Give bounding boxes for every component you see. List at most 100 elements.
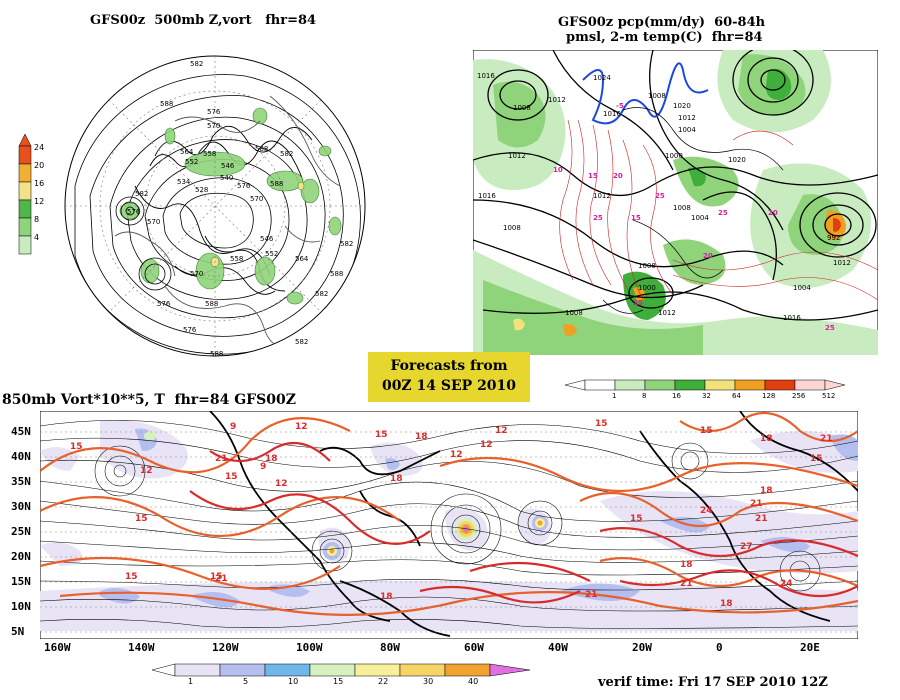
y-tick-label: 5N (11, 625, 25, 638)
temperature-label: 27 (740, 542, 753, 552)
isobar-label: 1008 (648, 92, 666, 100)
colorbar-swatch (18, 145, 32, 165)
temperature-label: 18 (760, 434, 773, 444)
colorbar-label: 15 (333, 677, 343, 686)
bottom-colorbar: 1 5 10 15 22 30 40 (151, 663, 531, 686)
colorbar-label: 4 (34, 233, 39, 242)
colorbar-swatch (644, 379, 676, 391)
contour-label: 588 (160, 100, 173, 108)
y-tick-label: 20N (11, 550, 31, 563)
temperature-label: 25 (593, 214, 603, 222)
temperature-label: 15 (225, 472, 238, 482)
colorbar-label: 128 (762, 392, 775, 400)
colorbar-swatch (614, 379, 646, 391)
contour-label: 528 (195, 186, 208, 194)
temperature-label: 12 (495, 426, 508, 436)
colorbar-arrow-left (151, 663, 176, 677)
colorbar-swatch (734, 379, 766, 391)
colorbar-label: 5 (243, 677, 248, 686)
topright-freezing-line (582, 62, 709, 125)
isobar-label: 1016 (603, 110, 621, 118)
colorbar-label: 1 (188, 677, 193, 686)
colorbar-label: 8 (34, 215, 39, 224)
isobar-label: 1004 (678, 126, 696, 134)
contour-label: 576 (207, 108, 221, 116)
isobar-label: 1020 (728, 156, 746, 164)
topright-colorbar: 1 8 16 32 64 128 256 512 (564, 379, 846, 400)
isobar-label: 1012 (678, 114, 696, 122)
contour-label: 576 (183, 326, 197, 334)
colorbar-swatch (18, 163, 32, 183)
colorbar-swatch (704, 379, 736, 391)
topright-labels: 1016100810121024101610081020101210041000… (477, 72, 851, 332)
contour-label: 558 (230, 255, 243, 263)
isobar-label: 1008 (503, 224, 521, 232)
isobar-label: 1004 (793, 284, 811, 292)
topright-temperature-contours (559, 119, 878, 301)
contour-label: 582 (190, 60, 203, 68)
contour-label: 570 (190, 270, 203, 278)
x-tick-label: 140W (128, 641, 155, 654)
bottom-x-axis: 160W 140W 120W 100W 80W 60W 40W 20W 0 20E (40, 640, 858, 656)
topleft-title: GFS00z 500mb Z,vort fhr=84 (90, 13, 317, 28)
temperature-label: 15 (135, 514, 148, 524)
contour-label: 588 (205, 300, 218, 308)
contour-label: 588 (255, 145, 268, 153)
colorbar-swatch (219, 663, 266, 677)
temperature-label: 15 (588, 172, 598, 180)
temperature-label: 18 (380, 592, 393, 602)
isobar-label: 1000 (638, 284, 656, 292)
contour-label: 570 (207, 122, 220, 130)
temperature-label: 21 (215, 454, 228, 464)
forecast-info-box: Forecasts from 00Z 14 SEP 2010 (368, 352, 530, 402)
y-tick-label: 40N (11, 450, 31, 463)
colorbar-swatch (18, 217, 32, 237)
temperature-label: 15 (700, 426, 713, 436)
temperature-label: 15 (630, 514, 643, 524)
contour-label: 552 (265, 250, 278, 258)
temperature-label: 21 (755, 514, 768, 524)
temperature-label: 10 (553, 166, 563, 174)
colorbar-swatch (18, 235, 32, 255)
colorbar-label: 16 (672, 392, 681, 400)
temperature-label: 12 (480, 440, 493, 450)
temperature-label: 18 (760, 486, 773, 496)
temperature-label: 9 (260, 462, 266, 472)
colorbar-arrow (18, 133, 32, 147)
colorbar-swatch (264, 663, 311, 677)
temperature-label: 15 (375, 430, 388, 440)
temperature-label: 24 (700, 506, 713, 516)
colorbar-label: 256 (792, 392, 806, 400)
y-tick-label: 35N (11, 475, 31, 488)
temperature-label: 12 (295, 422, 308, 432)
temperature-label: 21 (215, 574, 228, 584)
colorbar-swatch (674, 379, 706, 391)
temperature-label: 20 (613, 172, 623, 180)
temperature-label: 18 (680, 560, 693, 570)
y-tick-label: 10N (11, 600, 31, 613)
temperature-label: 25 (655, 192, 665, 200)
temperature-label: 25 (825, 324, 835, 332)
temperature-label: 25 (633, 299, 643, 307)
temperature-label: 12 (140, 466, 153, 476)
colorbar-arrow-left (564, 379, 586, 391)
isobar-label: 992 (827, 234, 840, 242)
temperature-label: 21 (585, 590, 598, 600)
contour-label: 588 (210, 350, 223, 358)
colorbar-label: 16 (34, 179, 44, 188)
contour-label: 552 (185, 158, 198, 166)
contour-label: 582 (135, 190, 148, 198)
y-tick-label: 25N (11, 525, 31, 538)
contour-label: 540 (220, 174, 233, 182)
x-tick-label: 40W (548, 641, 568, 654)
topleft-vorticity-shading (119, 107, 342, 305)
temperature-label: 15 (631, 214, 641, 222)
contour-label: 534 (177, 178, 191, 186)
isobar-label: 1016 (477, 72, 495, 80)
isobar-label: 1008 (513, 104, 531, 112)
x-tick-label: 60W (464, 641, 484, 654)
colorbar-label: 30 (423, 677, 433, 686)
bottom-coastlines (209, 411, 858, 637)
